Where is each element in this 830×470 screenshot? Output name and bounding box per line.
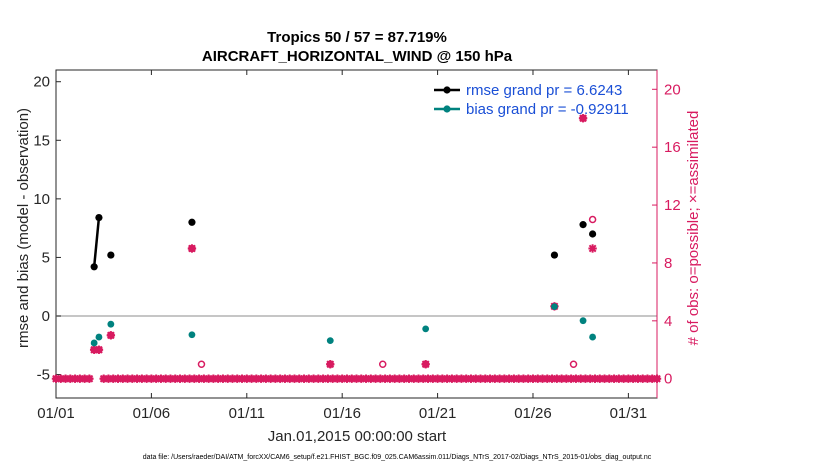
- y-right-tick-label: 4: [664, 313, 672, 330]
- obs-assimilated-marker: [421, 360, 430, 369]
- y-axis-label-right: # of obs: o=possible; ×=assimilated: [685, 111, 702, 346]
- rmse-point: [579, 221, 587, 229]
- bias-point: [422, 325, 430, 333]
- bias-point: [326, 337, 334, 344]
- legend-bias-marker: [443, 105, 451, 113]
- obs-possible-marker: [588, 215, 597, 224]
- chart-title-line2: AIRCRAFT_HORIZONTAL_WIND @ 150 hPa: [202, 48, 513, 65]
- legend-rmse-label: rmse grand pr = 6.6243: [466, 82, 622, 99]
- data-file-footnote: data file: /Users/raeder/DAI/ATM_forcXX/…: [143, 454, 652, 461]
- obs-assimilated-marker: [187, 244, 197, 253]
- chart-title-line1: Tropics 50 / 57 = 87.719%: [267, 29, 447, 46]
- x-tick-label: 01/11: [229, 405, 265, 422]
- bias-point: [95, 333, 103, 341]
- y-left-tick-label: 15: [33, 132, 50, 149]
- y-right-tick-label: 0: [664, 371, 672, 388]
- x-tick-label: 01/01: [37, 405, 75, 422]
- rmse-line: [92, 217, 101, 267]
- bias-point: [90, 339, 98, 347]
- y-right-tick-label: 20: [664, 81, 681, 98]
- bias-point: [551, 303, 558, 311]
- plot-area: 01/01 01/06 01/11 01/16 01/21 01/26 01/31 -5 0 5 1…: [33, 69, 681, 422]
- y-axis-label-left: rmse and bias (model - observation): [15, 108, 32, 348]
- rmse-point: [107, 251, 115, 259]
- obs-assimilated-marker: [94, 345, 104, 354]
- y-right-tick-label: 8: [664, 255, 672, 272]
- obs-possible-marker: [197, 360, 206, 368]
- y-left-tick-label: 20: [33, 74, 50, 91]
- rmse-point: [550, 251, 559, 259]
- x-tick-label: 01/06: [133, 405, 171, 422]
- x-tick-label: 01/16: [323, 405, 361, 422]
- obs-assimilated-marker: [578, 114, 588, 123]
- y-left-tick-label: 5: [42, 249, 50, 266]
- x-tick-label: 01/31: [610, 405, 648, 422]
- bias-point: [579, 317, 587, 325]
- rmse-point: [188, 218, 196, 226]
- bias-point: [589, 333, 597, 341]
- bias-point: [107, 320, 115, 328]
- obs-assimilated-zero-marker: [85, 374, 94, 383]
- obs-assimilated-marker: [106, 331, 116, 340]
- obs-possible-marker: [378, 360, 387, 368]
- rmse-point: [589, 230, 597, 238]
- obs-assimilated-marker: [588, 244, 597, 253]
- x-tick-label: 01/26: [514, 405, 552, 422]
- bias-point: [188, 331, 196, 339]
- legend-bias-label: bias grand pr = -0.92911: [466, 101, 629, 118]
- rmse-point: [90, 263, 98, 271]
- y-left-tick-label: 0: [42, 308, 50, 325]
- legend-rmse-marker: [443, 86, 451, 94]
- obs-possible-marker: [569, 360, 578, 368]
- y-right-tick-label: 16: [664, 139, 681, 156]
- y-left-tick-label: -5: [37, 367, 50, 384]
- y-right-tick-label: 12: [664, 197, 681, 214]
- x-tick-label: 01/21: [419, 405, 457, 422]
- plot-frame: [55, 69, 658, 399]
- obs-assimilated-marker: [326, 360, 335, 369]
- legend: rmse grand pr = 6.6243 bias grand pr = -…: [434, 82, 629, 118]
- rmse-point: [95, 214, 103, 222]
- obs-assimilated-zero-marker: [652, 374, 662, 383]
- x-axis-label: Jan.01,2015 00:00:00 start: [268, 428, 447, 445]
- y-left-tick-label: 10: [33, 191, 50, 208]
